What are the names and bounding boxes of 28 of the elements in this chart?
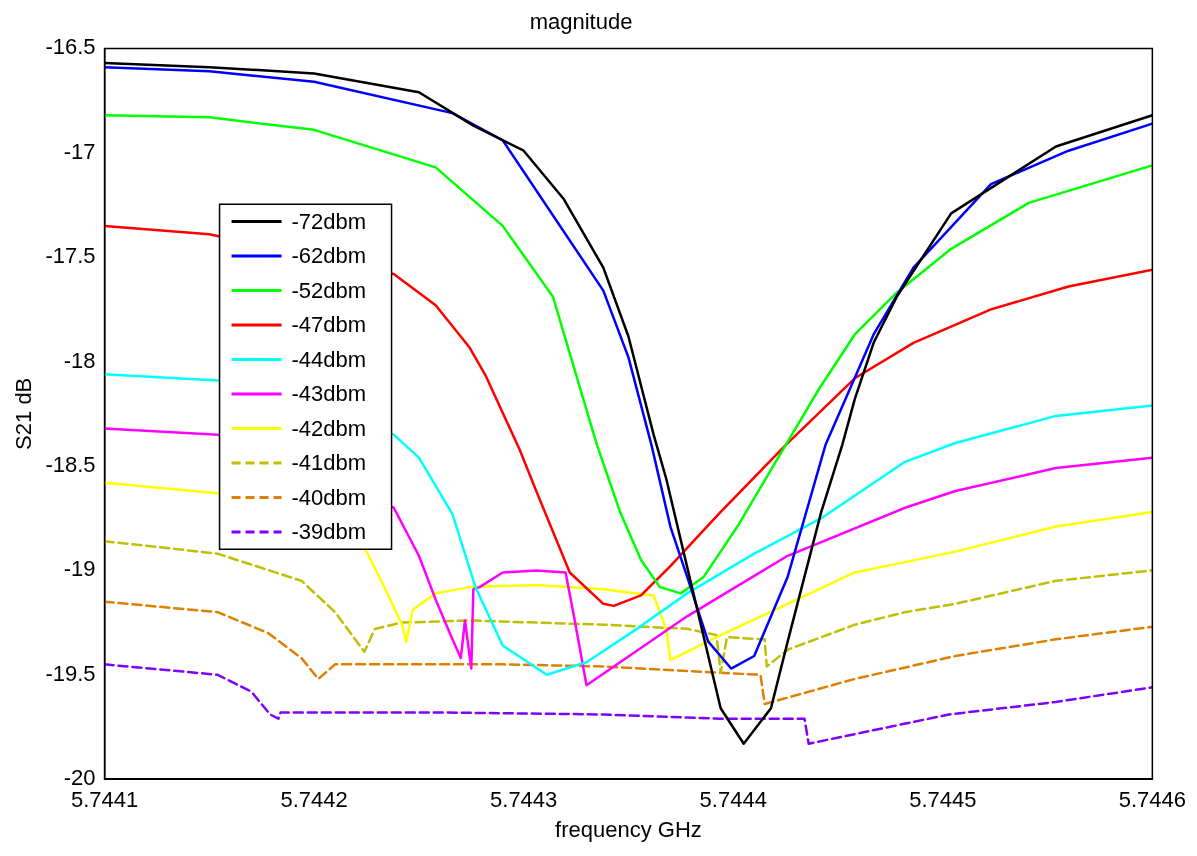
x-axis-title: frequency GHz <box>555 816 702 842</box>
line-series <box>104 539 1153 674</box>
y-axis-title: S21 dB <box>11 377 37 450</box>
x-tick-label: 5.7444 <box>699 787 767 813</box>
x-tick-label: 5.7445 <box>909 787 977 813</box>
x-tick-label: 5.7443 <box>490 787 558 813</box>
legend-label: -62dbm <box>291 243 367 269</box>
y-tick-label: -18.5 <box>45 452 96 478</box>
legend-label: -42dbm <box>291 415 367 441</box>
x-tick-label: 5.7442 <box>280 787 348 813</box>
legend-label: -52dbm <box>291 277 367 303</box>
legend-label: -41dbm <box>291 450 367 476</box>
line-series <box>104 663 1153 745</box>
line-series <box>104 600 1153 706</box>
chart-title: magnitude <box>529 9 633 35</box>
y-tick-label: -17 <box>63 138 96 164</box>
y-tick-label: -16.5 <box>45 34 96 60</box>
legend-label: -44dbm <box>291 346 367 372</box>
legend-label: -47dbm <box>291 312 367 338</box>
y-tick-label: -17.5 <box>45 243 96 269</box>
legend-label: -43dbm <box>291 381 367 407</box>
legend-label: -40dbm <box>291 484 367 510</box>
x-tick-label: 5.7446 <box>1118 787 1186 813</box>
y-tick-label: -18 <box>63 347 96 373</box>
y-tick-label: -19.5 <box>45 660 96 686</box>
legend-label: -39dbm <box>291 519 367 545</box>
legend-label: -72dbm <box>291 208 367 234</box>
y-tick-label: -19 <box>63 556 96 582</box>
